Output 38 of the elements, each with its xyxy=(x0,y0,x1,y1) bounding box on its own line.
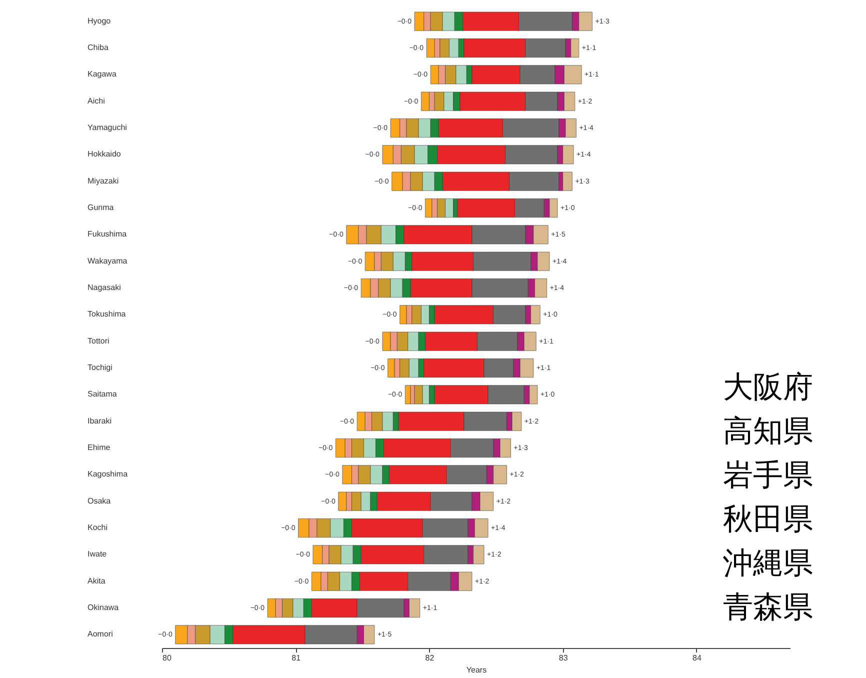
y-tick-label: Kochi xyxy=(88,523,108,532)
y-tick-label: Tottori xyxy=(88,336,110,346)
y-tick-label: Miyazaki xyxy=(88,176,119,186)
y-tick-label: Tochigi xyxy=(88,363,113,372)
y-tick-label: Chiba xyxy=(88,43,109,52)
x-tick-label: 84 xyxy=(692,654,702,662)
y-tick-label: Hyogo xyxy=(88,16,112,26)
x-tick-label: 83 xyxy=(558,654,568,662)
y-tick-label: Aichi xyxy=(88,96,106,106)
y-tick-label: Ehime xyxy=(88,443,111,452)
y-tick-label: Okinawa xyxy=(88,603,120,612)
x-tick-label: 81 xyxy=(292,654,302,662)
y-tick-label: Tokushima xyxy=(88,310,126,319)
y-tick-label: Hokkaido xyxy=(88,150,122,159)
x-tick-label: 80 xyxy=(162,654,172,662)
y-tick-label: Fukushima xyxy=(88,230,128,239)
annotation: 沖縄県 xyxy=(723,546,813,581)
annotation: 高知県 xyxy=(723,414,813,449)
annotation: 大阪府 xyxy=(723,370,813,405)
y-tick-label: Ibaraki xyxy=(88,416,112,426)
y-tick-label: Kagoshima xyxy=(88,470,128,479)
y-tick-label: Saitama xyxy=(88,390,118,399)
y-tick-label: Kagawa xyxy=(88,70,117,79)
y-tick-label: Wakayama xyxy=(88,256,128,266)
x-tick-label: 82 xyxy=(425,654,435,662)
y-tick-label: Akita xyxy=(88,576,106,586)
bar xyxy=(562,172,572,191)
annotation: 青森県 xyxy=(723,590,813,625)
y-tick-label: Iwate xyxy=(88,550,108,559)
annotation: 岩手県 xyxy=(723,458,813,493)
bar xyxy=(405,385,411,404)
x-axis-title: Years xyxy=(466,666,487,674)
y-tick-label: Osaka xyxy=(88,496,112,506)
annotation: 秋田県 xyxy=(723,502,813,537)
y-tick-label: Nagasaki xyxy=(88,283,122,292)
y-tick-label: Gunma xyxy=(88,203,114,212)
y-tick-label: Aomori xyxy=(88,630,114,639)
y-tick-label: Yamaguchi xyxy=(88,123,128,132)
